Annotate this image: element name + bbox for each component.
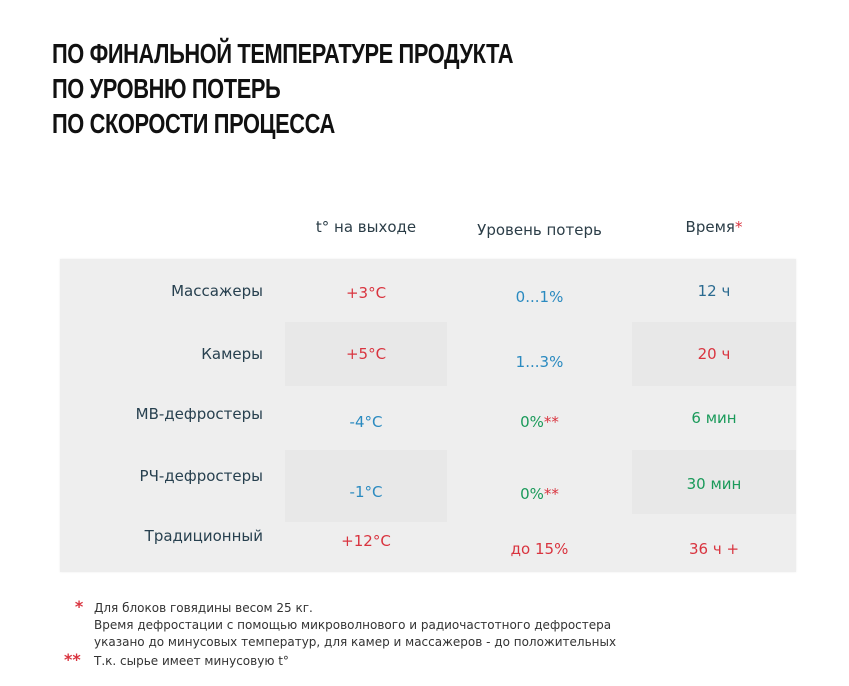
footnote-1: * Для блоков говядины весом 25 кг. [64, 598, 616, 617]
losses-value: 1...3% [447, 322, 632, 394]
footnote-2-text: Т.к. сырье имеет минусовую t° [94, 654, 289, 668]
losses-value-text: 0% [520, 413, 544, 431]
losses-value-text: 0% [520, 485, 544, 503]
method-name: Традиционный [144, 527, 263, 545]
footnote-1-line-3: указано до минусовых температур, для кам… [94, 635, 617, 649]
table-row: Массажеры +3°C 0...1% 12 ч [60, 259, 796, 322]
table-row: МВ-дефростеры -4°C 0% ** 6 мин [60, 386, 796, 450]
time-value: 30 мин [632, 450, 796, 514]
footnote-marker: * [734, 218, 743, 236]
footnote-marker: ** [543, 413, 559, 431]
column-header-losses-label: Уровень потерь [477, 221, 602, 239]
page-title: ПО ФИНАЛЬНОЙ ТЕМПЕРАТУРЕ ПРОДУКТА ПО УРО… [52, 36, 514, 141]
losses-value: 0...1% [447, 259, 632, 328]
column-header-temperature: t° на выходе [285, 218, 447, 236]
method-name: Камеры [201, 345, 263, 363]
losses-value: 0% ** [447, 386, 632, 454]
time-value: 36 ч + [688, 540, 740, 558]
temperature-value: +3°C [345, 283, 387, 302]
footnote-2: ** Т.к. сырье имеет минусовую t° [64, 651, 616, 670]
table-row: Традиционный +12°C до 15% 36 ч + [60, 510, 796, 572]
losses-value-text: до 15% [510, 540, 569, 558]
footnote-marker: * [74, 597, 84, 616]
table-row: РЧ-дефростеры -1°C 0% ** 30 мин [60, 450, 796, 522]
column-header-time-label: Время [685, 218, 735, 236]
time-value: 12 ч [697, 281, 731, 300]
temperature-value: +12°C [341, 532, 391, 550]
title-line-1: ПО ФИНАЛЬНОЙ ТЕМПЕРАТУРЕ ПРОДУКТА [52, 38, 514, 69]
footnotes: * Для блоков говядины весом 25 кг. Время … [64, 598, 616, 670]
comparison-table: Массажеры +3°C 0...1% 12 ч Камеры +5°C 1… [60, 259, 796, 572]
footnote-1-line-2: Время дефростации с помощью микроволново… [94, 618, 612, 632]
column-header-losses: Уровень потерь [447, 221, 632, 239]
temperature-value: -4°C [349, 413, 383, 431]
losses-value: 0% ** [447, 450, 632, 524]
footnote-1-line-1: Для блоков говядины весом 25 кг. [94, 601, 313, 615]
losses-value-text: 0...1% [515, 287, 564, 306]
temperature-value: +5°C [285, 322, 447, 386]
title-line-3: ПО СКОРОСТИ ПРОЦЕССА [52, 108, 335, 139]
footnote-marker: ** [64, 650, 81, 669]
temperature-value: -1°C [285, 450, 447, 522]
title-line-2: ПО УРОВНЮ ПОТЕРЬ [52, 73, 281, 104]
method-name: РЧ-дефростеры [139, 467, 263, 485]
time-value: 6 мин [691, 409, 737, 427]
column-header-temperature-label: t° на выходе [315, 218, 417, 236]
table-row: Камеры +5°C 1...3% 20 ч [60, 322, 796, 386]
method-name: Массажеры [171, 281, 263, 300]
time-value: 20 ч [632, 322, 796, 386]
column-header-time: Время* [632, 218, 796, 236]
footnote-marker: ** [543, 485, 559, 503]
method-name: МВ-дефростеры [135, 405, 263, 423]
losses-value-text: 1...3% [515, 353, 564, 371]
losses-value: до 15% [447, 510, 632, 580]
